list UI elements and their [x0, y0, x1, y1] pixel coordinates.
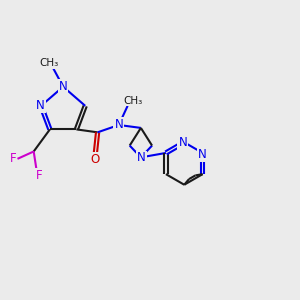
- Text: N: N: [198, 148, 207, 161]
- Text: N: N: [178, 136, 187, 149]
- Text: CH₃: CH₃: [123, 95, 142, 106]
- Text: N: N: [36, 99, 45, 112]
- Text: F: F: [10, 152, 16, 165]
- Text: N: N: [59, 80, 68, 93]
- Text: F: F: [36, 169, 42, 182]
- Text: CH₃: CH₃: [40, 58, 59, 68]
- Text: O: O: [91, 153, 100, 166]
- Text: N: N: [137, 152, 146, 164]
- Text: N: N: [114, 118, 123, 131]
